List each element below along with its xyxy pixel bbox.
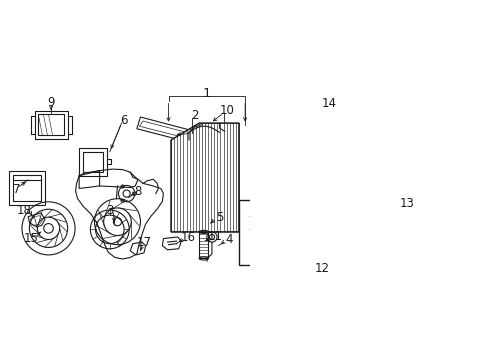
- Polygon shape: [171, 123, 239, 232]
- Text: 10: 10: [220, 104, 234, 117]
- Text: 14: 14: [321, 97, 336, 110]
- Polygon shape: [287, 106, 315, 153]
- Text: 5: 5: [216, 211, 223, 224]
- Text: 6: 6: [120, 114, 127, 127]
- Polygon shape: [321, 93, 387, 167]
- Text: 11: 11: [207, 230, 223, 243]
- Text: 18: 18: [17, 204, 32, 217]
- Text: 1: 1: [202, 86, 211, 99]
- Text: 9: 9: [47, 96, 55, 109]
- Text: 2: 2: [191, 109, 199, 122]
- Text: 17: 17: [136, 236, 151, 249]
- Text: 7: 7: [13, 183, 20, 196]
- Text: 12: 12: [314, 262, 328, 275]
- Polygon shape: [296, 205, 362, 260]
- Polygon shape: [321, 169, 387, 244]
- Text: 13: 13: [399, 197, 413, 210]
- Text: 16: 16: [180, 230, 195, 243]
- Text: 15: 15: [23, 232, 38, 245]
- Text: 8: 8: [134, 185, 142, 198]
- Text: 4: 4: [224, 233, 232, 246]
- Text: 3: 3: [106, 204, 114, 217]
